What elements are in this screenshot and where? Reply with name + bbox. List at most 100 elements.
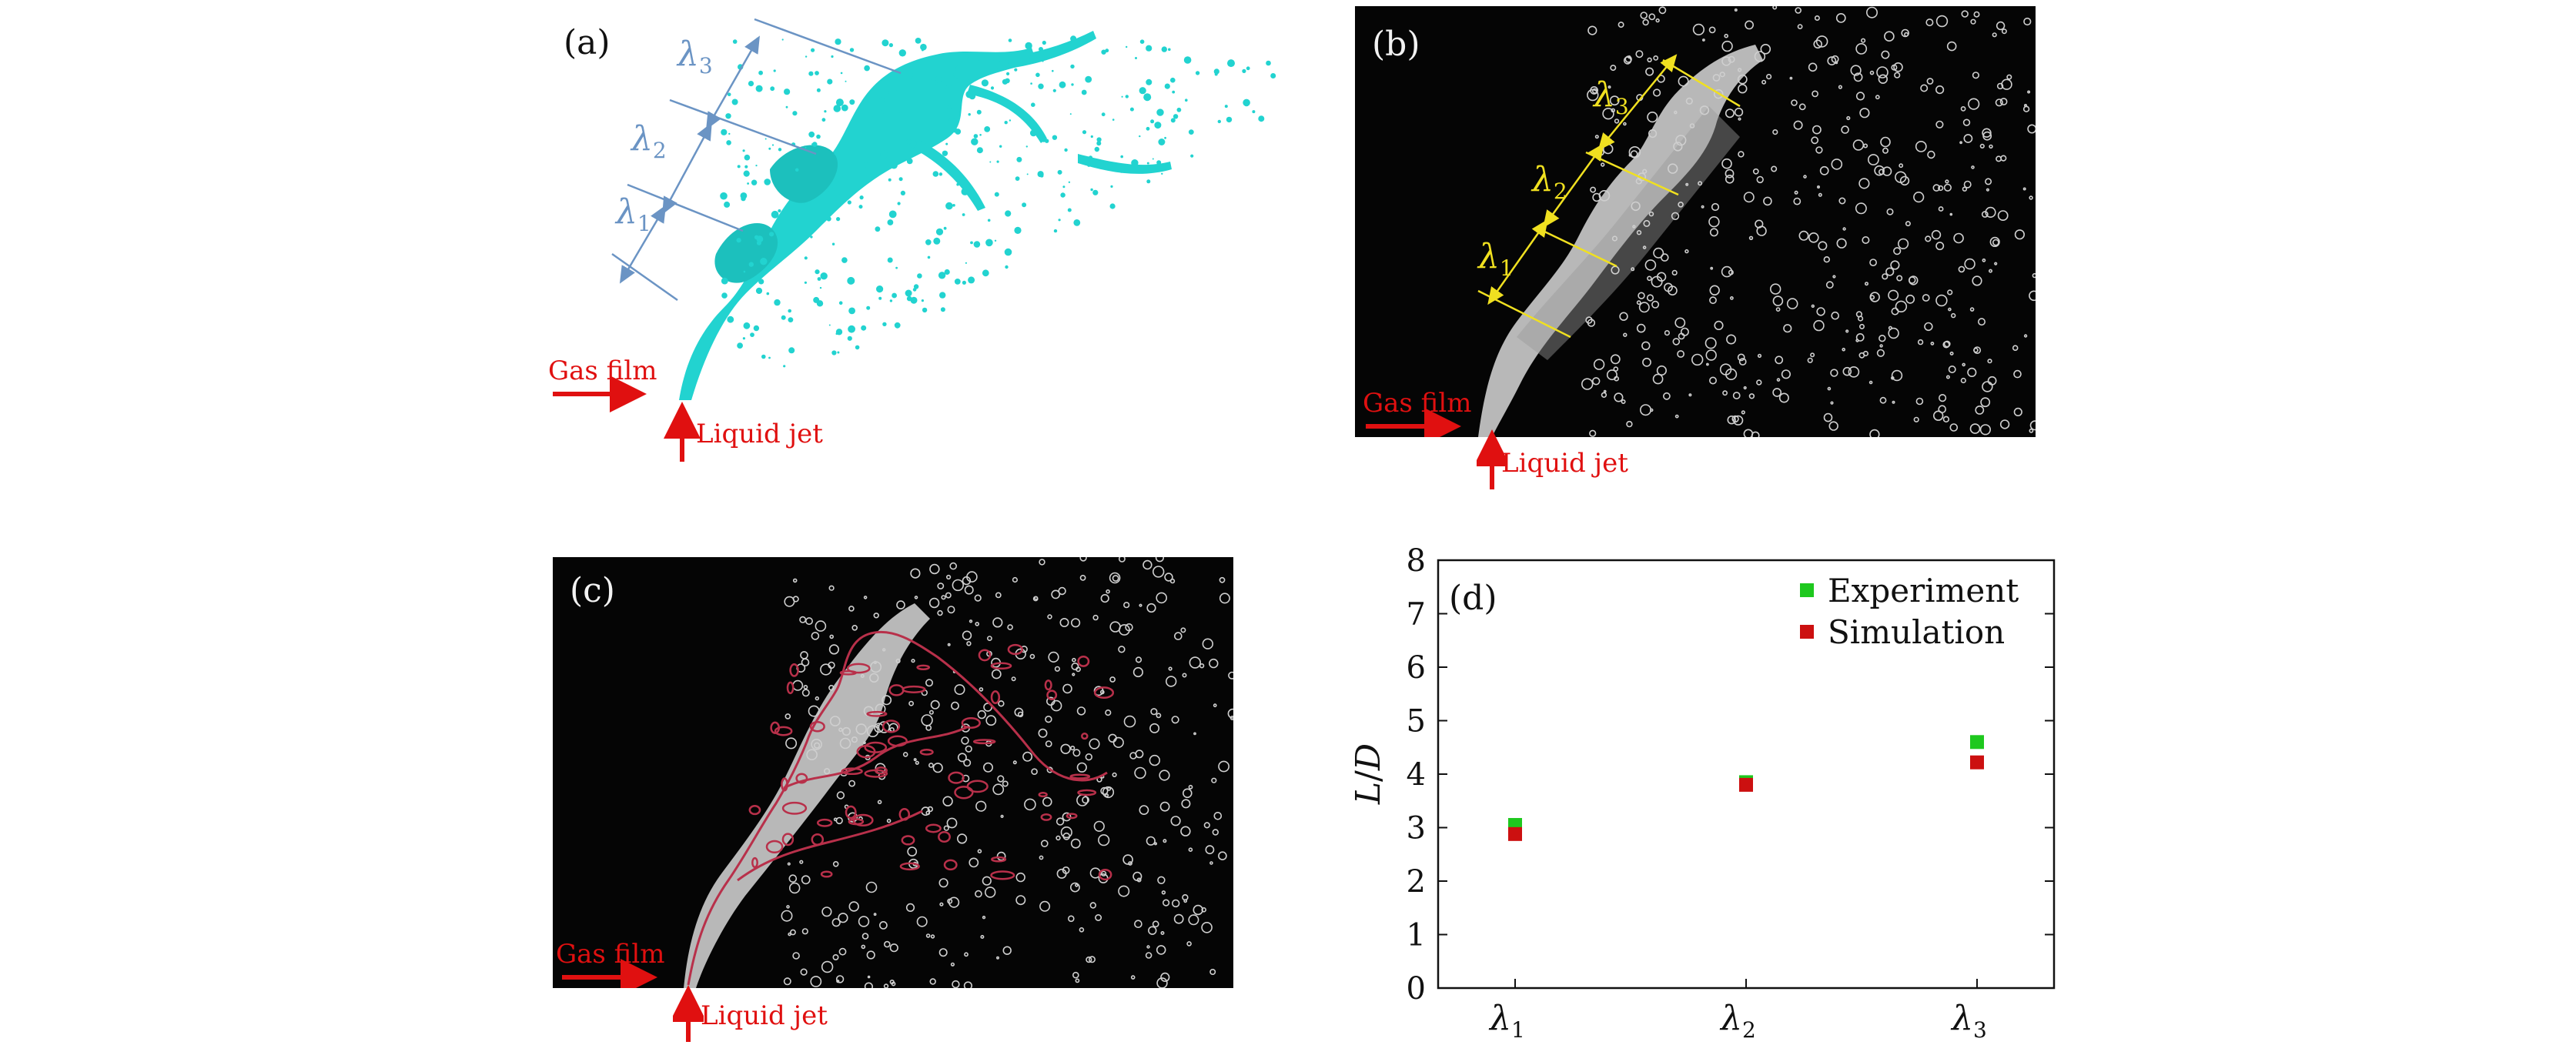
contour-blob: [765, 840, 784, 854]
contour-blob: [925, 823, 942, 833]
droplet: [1014, 226, 1022, 234]
droplet: [962, 576, 972, 586]
droplet: [829, 716, 841, 726]
droplet: [1725, 109, 1735, 119]
droplet: [948, 117, 955, 124]
droplet: [1935, 294, 1948, 307]
droplet: [2022, 105, 2030, 112]
droplet: [1855, 332, 1865, 342]
droplet: [1992, 239, 1999, 246]
droplet: [1108, 733, 1117, 743]
contour-blob: [789, 663, 799, 677]
lambda-3-label: λ3: [677, 35, 713, 78]
droplet: [1880, 136, 1891, 148]
droplet: [1199, 663, 1205, 669]
legend-marker: [1800, 625, 1814, 639]
droplet: [1088, 155, 1093, 160]
droplet: [1092, 189, 1099, 195]
droplet: [898, 177, 903, 182]
droplet: [1014, 68, 1018, 72]
droplet: [1831, 311, 1840, 320]
droplet: [1828, 421, 1838, 431]
droplet: [1895, 171, 1907, 183]
droplet: [832, 185, 838, 191]
liquid-jet-label: Liquid jet: [696, 419, 823, 449]
droplet: [930, 934, 935, 939]
droplet: [886, 818, 892, 823]
droplet: [756, 235, 764, 243]
droplet: [821, 960, 834, 973]
droplet: [1146, 945, 1150, 949]
droplet: [764, 179, 771, 185]
droplet: [1062, 812, 1072, 822]
droplet: [1979, 424, 1992, 436]
droplet: [1721, 40, 1733, 52]
droplet: [1060, 192, 1066, 198]
droplet: [1737, 353, 1745, 362]
droplet: [1689, 123, 1695, 129]
droplet: [1741, 410, 1745, 415]
contour-blob: [774, 726, 793, 736]
droplet: [1922, 294, 1930, 302]
droplet: [1109, 203, 1116, 209]
droplet: [1996, 21, 2006, 31]
droplet: [875, 703, 886, 715]
droplet: [889, 979, 895, 985]
droplet: [1051, 589, 1061, 599]
droplet: [941, 595, 946, 600]
droplet: [1217, 119, 1221, 124]
droplet: [2029, 195, 2033, 200]
y-tick-label: 1: [1407, 918, 1426, 953]
droplet: [1079, 557, 1087, 562]
droplet: [1005, 210, 1012, 217]
droplet: [1816, 307, 1825, 316]
droplet: [915, 38, 922, 44]
contour-blob: [748, 805, 761, 816]
droplet: [831, 242, 835, 245]
chart-svg: 0 1 2 3 4 5 6 7 8 λ1 λ2 λ3 Experiment Simulation (d): [1407, 543, 2056, 1043]
gas-film-label: Gas film: [556, 939, 665, 970]
jet-lobe: [770, 145, 838, 203]
droplet: [953, 70, 962, 78]
droplet: [1943, 183, 1952, 192]
droplet: [1047, 614, 1052, 619]
droplet: [1185, 98, 1188, 102]
contour-blob: [864, 769, 888, 778]
droplet: [1672, 338, 1681, 346]
droplet: [804, 256, 808, 260]
droplet: [878, 920, 888, 930]
droplet: [732, 39, 738, 44]
droplet: [1126, 45, 1128, 48]
droplet: [1970, 18, 1976, 25]
droplet: [1891, 307, 1899, 316]
droplet: [1095, 913, 1102, 921]
droplet: [1831, 159, 1843, 170]
droplet: [1734, 108, 1744, 117]
droplet: [1892, 400, 1895, 404]
droplet: [1975, 406, 1985, 415]
droplet: [1972, 72, 1980, 79]
droplet: [1209, 658, 1219, 669]
droplet: [905, 71, 914, 79]
droplet: [837, 351, 840, 354]
contour-blob: [839, 669, 857, 676]
droplet: [1642, 245, 1647, 249]
droplet: [950, 962, 955, 967]
droplet: [991, 669, 1002, 679]
droplet: [921, 299, 924, 302]
droplet: [929, 563, 940, 575]
droplet: [1945, 179, 1949, 184]
droplet: [811, 142, 818, 147]
droplet: [808, 705, 820, 717]
contour-blob: [1044, 679, 1052, 691]
droplet: [1035, 72, 1040, 78]
droplet: [969, 619, 973, 623]
droplet: [855, 345, 860, 350]
droplet: [1119, 169, 1123, 173]
contour-blob: [990, 690, 1001, 705]
comparison-photo: [562, 557, 1233, 988]
droplet: [1943, 340, 1951, 348]
droplet: [1743, 192, 1755, 203]
droplet: [861, 944, 866, 950]
droplet: [847, 276, 855, 285]
